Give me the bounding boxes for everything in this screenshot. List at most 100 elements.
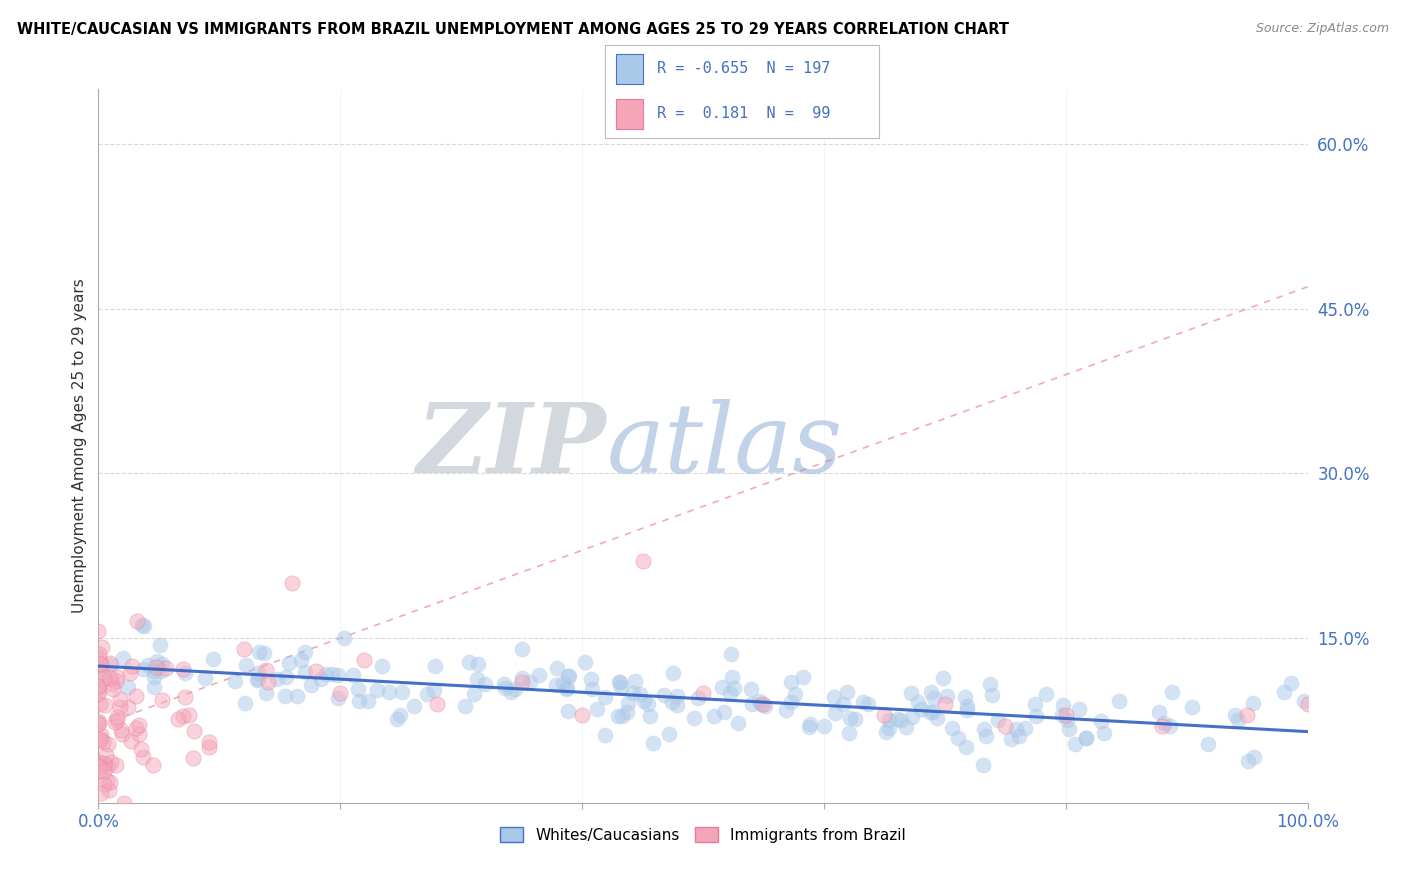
Point bbox=[979, 677, 1001, 691]
Point bbox=[132, 619, 155, 633]
Point bbox=[132, 661, 155, 675]
Point bbox=[1035, 687, 1057, 701]
Point bbox=[131, 618, 153, 632]
Point bbox=[89, 657, 111, 671]
Point bbox=[779, 675, 801, 690]
Point bbox=[1180, 699, 1202, 714]
Point bbox=[89, 651, 111, 665]
Point bbox=[143, 680, 166, 694]
Point bbox=[1000, 731, 1022, 746]
Point bbox=[321, 667, 343, 681]
Point bbox=[558, 669, 581, 683]
Point bbox=[90, 732, 112, 747]
Point bbox=[474, 676, 496, 690]
Point bbox=[197, 735, 219, 749]
Point bbox=[616, 705, 638, 719]
Point bbox=[546, 677, 568, 691]
Point bbox=[136, 657, 159, 672]
Point bbox=[1090, 714, 1112, 728]
Point bbox=[720, 647, 742, 661]
Point bbox=[305, 664, 328, 678]
Point bbox=[609, 674, 631, 689]
Point bbox=[104, 715, 127, 730]
Point bbox=[110, 691, 132, 706]
Point bbox=[922, 690, 945, 705]
Text: Source: ZipAtlas.com: Source: ZipAtlas.com bbox=[1256, 22, 1389, 36]
Point bbox=[201, 652, 224, 666]
Point bbox=[1236, 708, 1258, 723]
Y-axis label: Unemployment Among Ages 25 to 29 years: Unemployment Among Ages 25 to 29 years bbox=[72, 278, 87, 614]
Point bbox=[877, 721, 900, 735]
Point bbox=[90, 786, 112, 800]
Point bbox=[91, 756, 114, 770]
Point bbox=[980, 688, 1002, 702]
Point bbox=[792, 670, 814, 684]
Point bbox=[654, 688, 676, 702]
Point bbox=[612, 708, 634, 723]
Point bbox=[174, 690, 197, 705]
Point bbox=[87, 755, 110, 769]
Point bbox=[274, 671, 297, 685]
Point bbox=[97, 782, 120, 797]
Point bbox=[246, 673, 269, 688]
Point bbox=[110, 723, 132, 738]
Point bbox=[752, 697, 775, 711]
Point bbox=[503, 682, 526, 697]
Point bbox=[683, 711, 706, 725]
Point bbox=[813, 719, 835, 733]
Point bbox=[117, 680, 139, 694]
Point bbox=[121, 659, 143, 673]
Point bbox=[710, 680, 733, 694]
Point bbox=[467, 657, 489, 671]
Point bbox=[96, 774, 118, 789]
Point bbox=[994, 719, 1017, 733]
Point bbox=[727, 716, 749, 731]
Point bbox=[1243, 749, 1265, 764]
Point bbox=[1056, 713, 1078, 727]
Point bbox=[751, 698, 773, 712]
Point bbox=[246, 672, 269, 686]
Point bbox=[718, 686, 741, 700]
Point bbox=[142, 670, 165, 684]
Point bbox=[1223, 707, 1246, 722]
Legend: Whites/Caucasians, Immigrants from Brazil: Whites/Caucasians, Immigrants from Brazi… bbox=[494, 821, 912, 848]
Point bbox=[832, 697, 855, 711]
Point bbox=[910, 702, 932, 716]
Point bbox=[875, 725, 897, 739]
Point bbox=[692, 686, 714, 700]
Point bbox=[974, 729, 997, 743]
Point bbox=[658, 727, 681, 741]
Point bbox=[105, 670, 128, 684]
Point bbox=[277, 656, 299, 670]
Point bbox=[955, 739, 977, 754]
Point bbox=[326, 667, 349, 681]
Point bbox=[342, 668, 364, 682]
Point bbox=[936, 689, 959, 703]
Text: R = -0.655  N = 197: R = -0.655 N = 197 bbox=[657, 62, 830, 77]
Point bbox=[574, 655, 596, 669]
Point bbox=[391, 684, 413, 698]
Point bbox=[1008, 729, 1031, 743]
Point bbox=[112, 796, 135, 810]
Point bbox=[1236, 754, 1258, 768]
Point bbox=[896, 720, 918, 734]
Point bbox=[93, 672, 115, 686]
Point bbox=[609, 675, 631, 690]
Point bbox=[839, 711, 862, 725]
Point bbox=[315, 666, 337, 681]
Point bbox=[94, 747, 117, 762]
Point bbox=[281, 576, 304, 591]
Point bbox=[124, 689, 146, 703]
Point bbox=[1274, 685, 1296, 699]
Point bbox=[183, 724, 205, 739]
Point bbox=[555, 682, 578, 697]
Point bbox=[423, 683, 446, 698]
Point bbox=[371, 659, 394, 673]
Point bbox=[956, 703, 979, 717]
Point bbox=[1054, 708, 1077, 723]
Point bbox=[387, 712, 409, 726]
Point bbox=[661, 665, 683, 680]
Point bbox=[918, 705, 941, 719]
Point bbox=[1153, 716, 1175, 731]
Point bbox=[633, 694, 655, 708]
